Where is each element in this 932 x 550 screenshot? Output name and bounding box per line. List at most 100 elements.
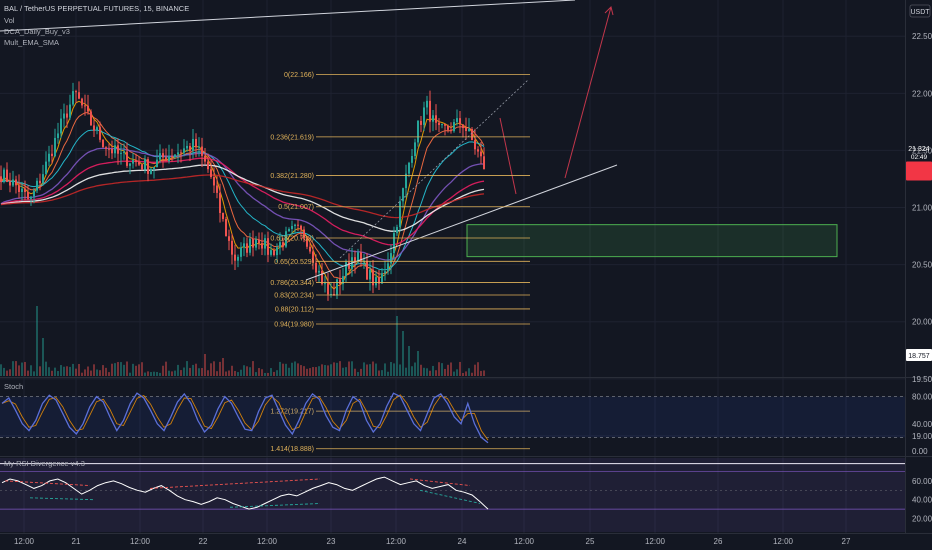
volume-bar bbox=[462, 372, 464, 376]
volume-bar bbox=[6, 370, 8, 376]
volume-bar bbox=[279, 361, 281, 376]
time-tick-label: 12:00 bbox=[645, 537, 666, 546]
volume-bar bbox=[318, 366, 320, 376]
volume-bar bbox=[36, 306, 38, 376]
volume-bar bbox=[312, 367, 314, 376]
candle-body bbox=[81, 98, 83, 106]
volume-bar bbox=[231, 365, 233, 376]
candle-body bbox=[237, 256, 239, 261]
ema-line bbox=[0, 147, 485, 261]
candle-body bbox=[378, 277, 380, 284]
volume-bar bbox=[171, 371, 173, 376]
candle-body bbox=[315, 262, 317, 273]
volume-bar bbox=[132, 363, 134, 376]
volume-bar bbox=[198, 368, 200, 376]
volume-bar bbox=[105, 367, 107, 376]
volume-bar bbox=[246, 366, 248, 376]
time-tick-label: 12:00 bbox=[130, 537, 151, 546]
candle-body bbox=[444, 124, 446, 126]
volume-bar bbox=[444, 368, 446, 376]
volume-bar bbox=[399, 364, 401, 376]
candle-body bbox=[132, 160, 134, 164]
fib-level-label: 0.236(21.619) bbox=[270, 134, 314, 141]
candle-body bbox=[288, 228, 290, 232]
candle-body bbox=[294, 224, 296, 227]
candle-body bbox=[162, 153, 164, 158]
volume-bar bbox=[12, 361, 14, 376]
candle-body bbox=[300, 225, 302, 230]
volume-bar bbox=[324, 365, 326, 376]
candle-body bbox=[84, 105, 86, 107]
indicator-ema[interactable]: Mult_EMA_SMA bbox=[4, 38, 59, 47]
volume-bar bbox=[276, 370, 278, 376]
volume-bar bbox=[309, 368, 311, 376]
volume-bar bbox=[90, 370, 92, 376]
volume-bar bbox=[387, 371, 389, 376]
candle-body bbox=[450, 129, 452, 132]
candle-body bbox=[345, 262, 347, 277]
candle-body bbox=[285, 231, 287, 247]
volume-bar bbox=[378, 370, 380, 376]
volume-bar bbox=[186, 361, 188, 376]
candle-body bbox=[411, 155, 413, 163]
rsi-pane bbox=[0, 458, 905, 532]
indicator-vol[interactable]: Vol bbox=[4, 16, 15, 25]
fib-level-label: 0.5(21.007) bbox=[278, 204, 314, 211]
candle-body bbox=[147, 159, 149, 174]
ema-line bbox=[0, 129, 485, 271]
candle-body bbox=[6, 169, 8, 182]
candle-body bbox=[303, 229, 305, 239]
last-price-badge: 21.324 02:49 bbox=[906, 146, 932, 181]
time-tick-label: 12:00 bbox=[386, 537, 407, 546]
candle-body bbox=[96, 127, 98, 131]
candle-body bbox=[24, 188, 26, 193]
volume-bar bbox=[336, 362, 338, 376]
price-tick-label: 22.000 bbox=[912, 89, 932, 98]
volume-bar bbox=[51, 370, 53, 376]
candle-body bbox=[453, 122, 455, 132]
rsi-title[interactable]: My RSI Divergence v4.3 bbox=[4, 459, 85, 468]
volume-bar bbox=[321, 364, 323, 376]
ema-line bbox=[0, 157, 485, 246]
candle-body bbox=[204, 155, 206, 162]
price-tick-label: 20.000 bbox=[912, 318, 932, 327]
volume-bar bbox=[327, 365, 329, 376]
volume-bar bbox=[54, 367, 56, 376]
candle-body bbox=[18, 185, 20, 192]
stoch-title[interactable]: Stoch bbox=[4, 382, 23, 391]
currency-badge[interactable]: USDT bbox=[909, 4, 931, 18]
candle-body bbox=[108, 148, 110, 150]
volume-bar bbox=[294, 361, 296, 376]
volume-bar bbox=[60, 365, 62, 376]
candle-body bbox=[9, 181, 11, 186]
candle-body bbox=[174, 154, 176, 157]
candle-body bbox=[261, 243, 263, 249]
volume-bar bbox=[129, 372, 131, 376]
fib-level-label: 0.94(19.980) bbox=[274, 322, 314, 329]
volume-bar bbox=[258, 368, 260, 376]
volume-bar bbox=[402, 331, 404, 376]
ema-line bbox=[0, 164, 485, 232]
volume-bar bbox=[381, 370, 383, 376]
candle-body bbox=[420, 120, 422, 125]
time-axis: 12:00 21 12:00 22 12:00 23 12:00 24 12:00 25 12:00… bbox=[14, 537, 851, 546]
volume-bar bbox=[165, 361, 167, 376]
stoch-tick-label: 80.00 bbox=[912, 393, 932, 402]
volume-bar bbox=[306, 368, 308, 376]
volume-bar bbox=[315, 367, 317, 376]
volume-bar bbox=[45, 361, 47, 376]
candle-body bbox=[459, 118, 461, 125]
volume-bar bbox=[219, 361, 221, 376]
volume-bar bbox=[63, 366, 65, 376]
candle-body bbox=[216, 185, 218, 193]
volume-bar bbox=[177, 364, 179, 376]
volume-bar bbox=[432, 365, 434, 376]
indicator-dca[interactable]: DCA_Daily_Buy_v3 bbox=[4, 27, 70, 36]
volume-bar bbox=[33, 371, 35, 376]
candle-body bbox=[372, 269, 374, 286]
volume-bar bbox=[153, 371, 155, 376]
candle-body bbox=[258, 239, 260, 244]
candle-body bbox=[393, 233, 395, 254]
candle-body bbox=[369, 269, 371, 280]
